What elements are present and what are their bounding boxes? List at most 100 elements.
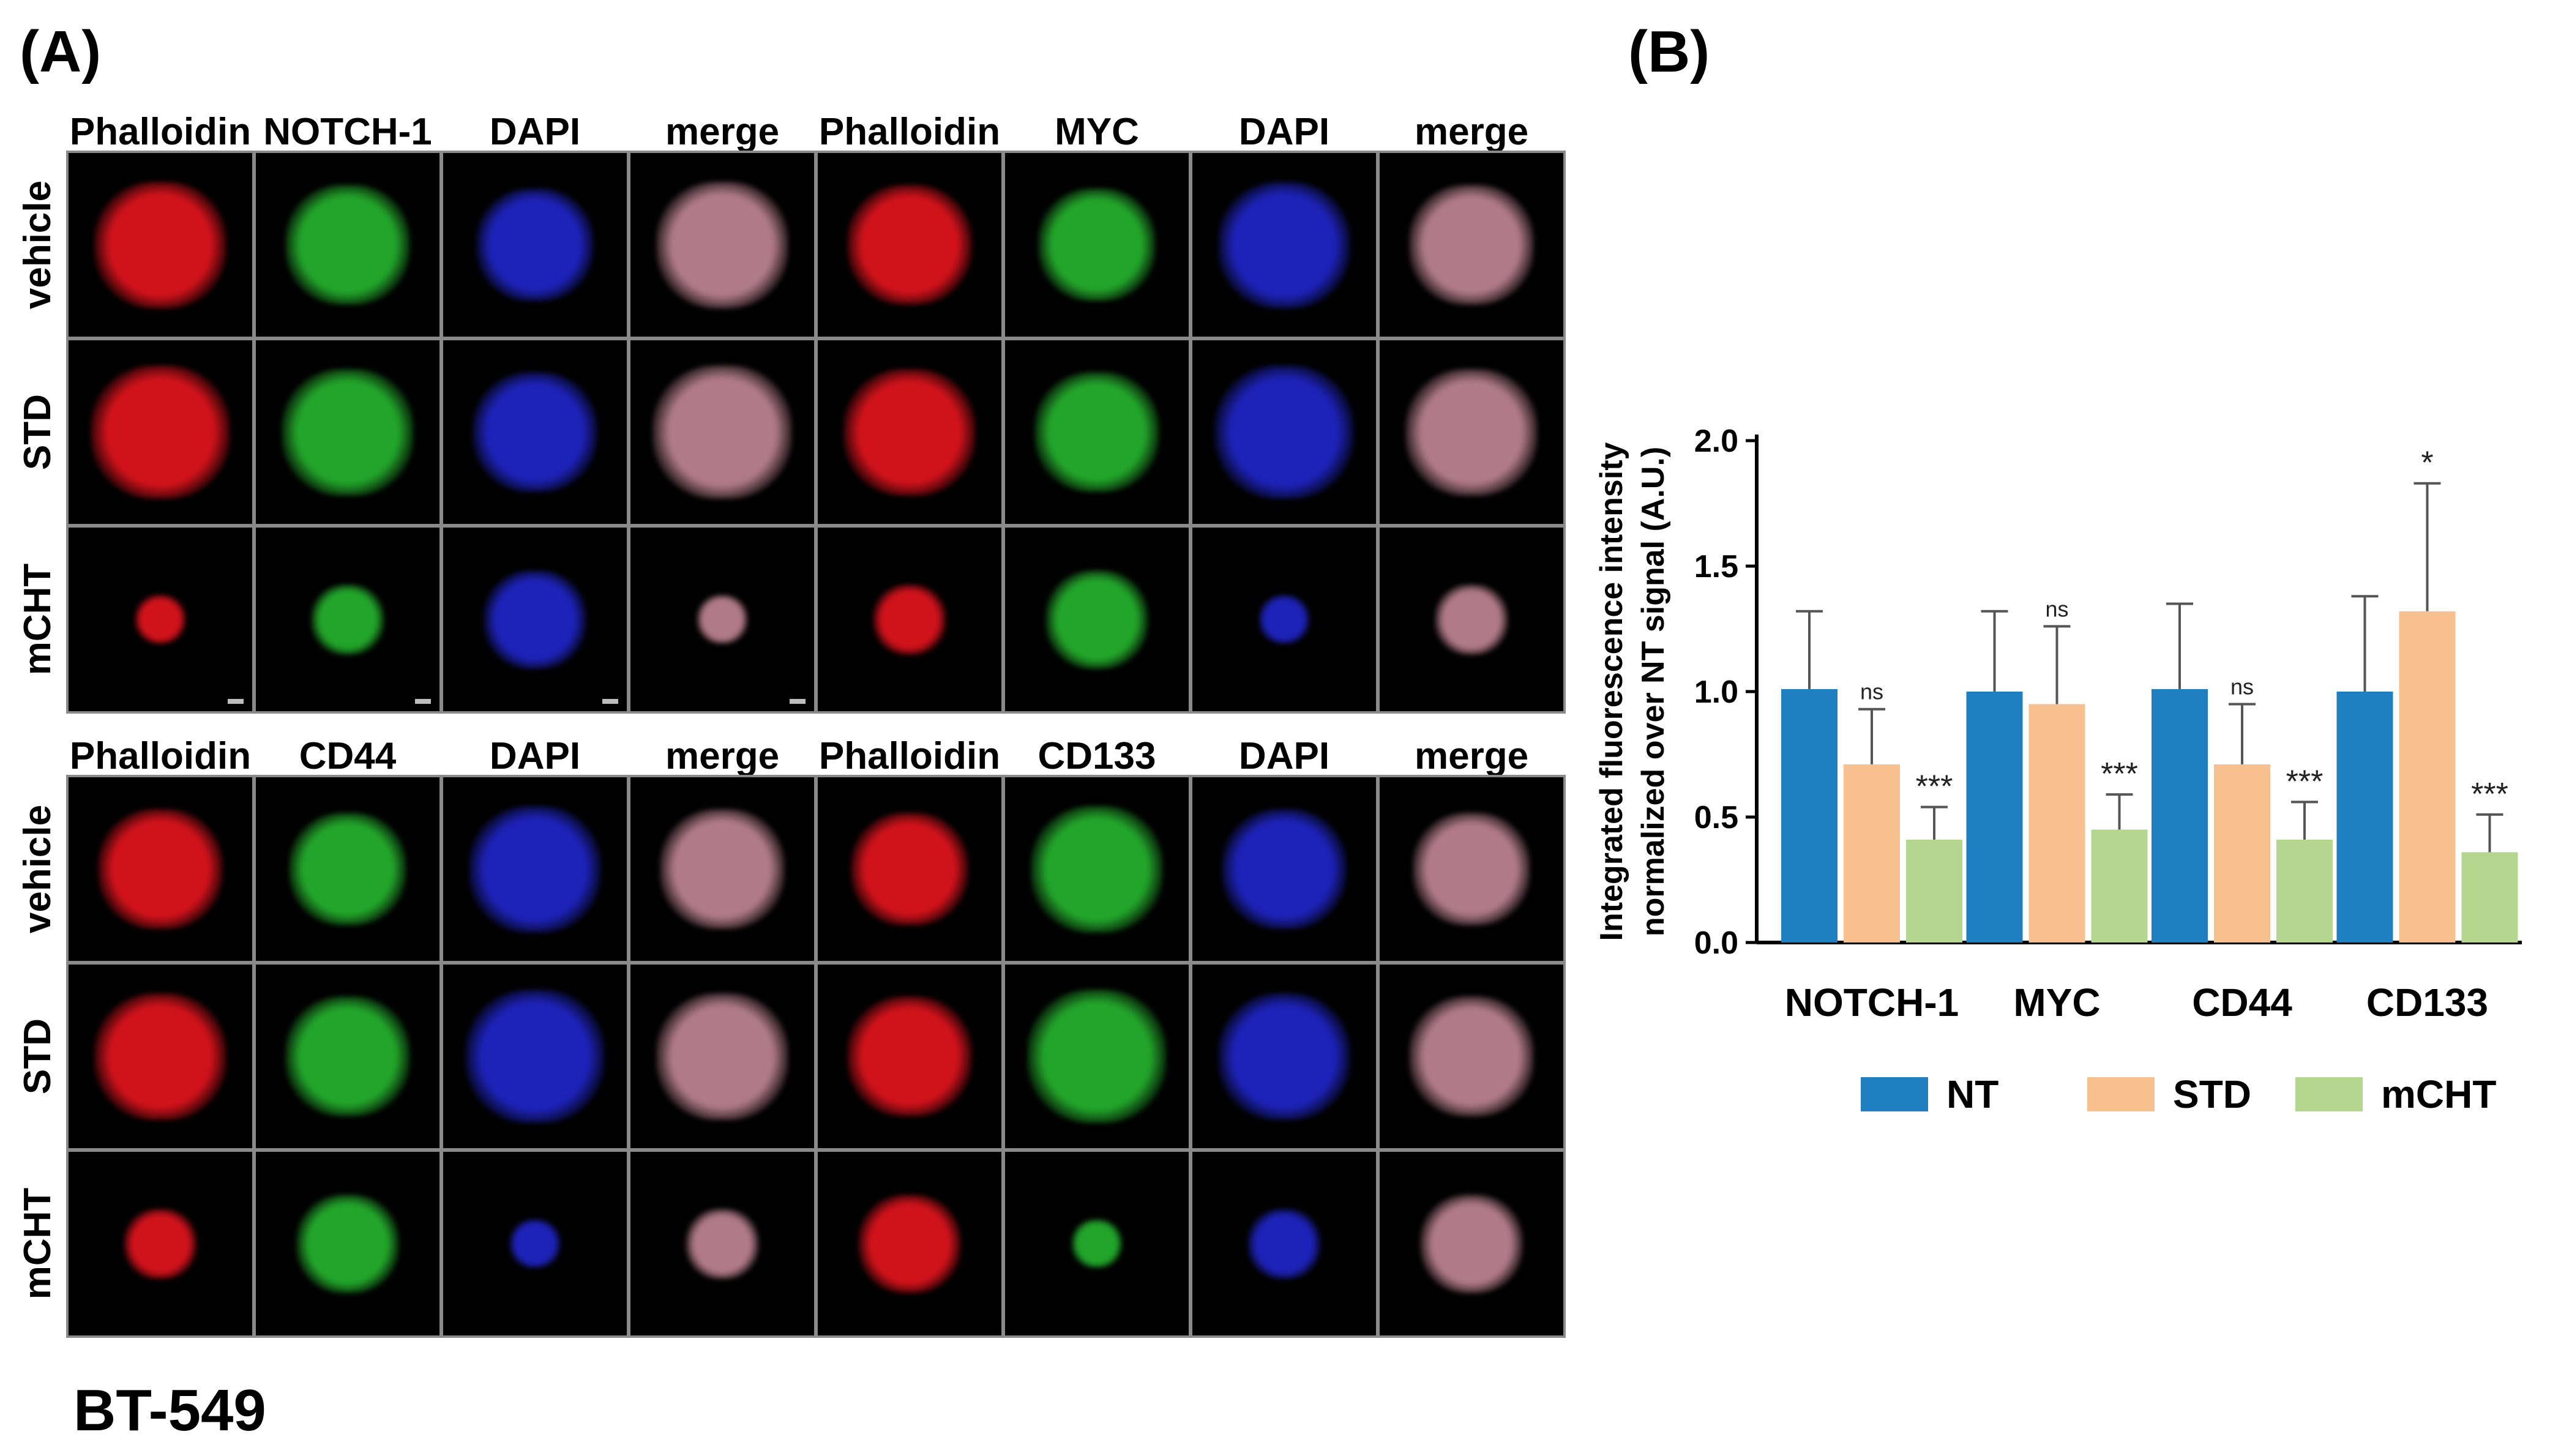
bar bbox=[2461, 852, 2518, 943]
bar bbox=[2336, 692, 2393, 943]
column-label: Phalloidin bbox=[818, 735, 1001, 777]
micrograph-tile bbox=[66, 151, 255, 339]
cell-cluster bbox=[660, 809, 785, 929]
micrograph-tile bbox=[1377, 338, 1566, 526]
micrograph-tile bbox=[66, 775, 255, 963]
micrograph-tile bbox=[1190, 1149, 1378, 1338]
cell-cluster bbox=[1218, 181, 1350, 308]
cell-cluster bbox=[94, 993, 226, 1120]
micrograph-tile bbox=[66, 1149, 255, 1338]
bar bbox=[1844, 764, 1900, 943]
micrograph-tile bbox=[253, 151, 442, 339]
row-label: STD bbox=[17, 1018, 59, 1094]
cell-cluster bbox=[858, 1194, 961, 1293]
cell-cluster bbox=[469, 805, 601, 933]
column-label: DAPI bbox=[1238, 735, 1330, 777]
cell-cluster bbox=[285, 185, 410, 305]
micrograph-tile bbox=[628, 338, 817, 526]
cell-cluster bbox=[1420, 1194, 1523, 1293]
micrograph-tile bbox=[1003, 338, 1191, 526]
bar bbox=[1906, 839, 1962, 943]
micrograph-tile bbox=[1003, 525, 1191, 714]
scale-bar bbox=[790, 699, 806, 704]
micrograph-tile bbox=[1003, 962, 1191, 1151]
y-tick-label: 1.5 bbox=[1694, 549, 1738, 584]
x-category-label: NOTCH-1 bbox=[1785, 980, 1959, 1025]
legend-swatch bbox=[2295, 1077, 2363, 1111]
micrograph-tile bbox=[1190, 525, 1378, 714]
cell-cluster bbox=[91, 365, 230, 499]
cell-cluster bbox=[851, 813, 968, 925]
y-axis-label: Integrated fluorescence intensity bbox=[1594, 442, 1629, 941]
y-tick-label: 0.5 bbox=[1694, 800, 1738, 835]
micrograph-tile bbox=[1190, 338, 1378, 526]
cell-cluster bbox=[509, 1219, 561, 1269]
cell-cluster bbox=[476, 189, 594, 301]
bar bbox=[2276, 839, 2333, 943]
column-label: MYC bbox=[1055, 111, 1139, 153]
cell-cluster bbox=[1435, 584, 1508, 655]
column-label: DAPI bbox=[489, 111, 581, 153]
micrograph-tile bbox=[1377, 1149, 1566, 1338]
column-label: merge bbox=[665, 735, 780, 777]
micrograph-tile bbox=[815, 525, 1004, 714]
column-label: CD133 bbox=[1037, 735, 1156, 777]
cell-cluster bbox=[686, 1208, 759, 1279]
cell-cluster bbox=[1045, 570, 1148, 669]
y-tick-label: 2.0 bbox=[1694, 424, 1738, 459]
cell-line-label: BT-549 bbox=[73, 1378, 266, 1443]
cell-cluster bbox=[656, 181, 788, 308]
micrograph-tile bbox=[1190, 775, 1378, 963]
row-label: vehicle bbox=[17, 804, 59, 934]
x-category-label: CD133 bbox=[2366, 980, 2488, 1025]
micrograph-tile bbox=[1003, 775, 1191, 963]
cell-cluster bbox=[1409, 996, 1534, 1116]
row-label: STD bbox=[17, 394, 59, 470]
significance-label: ns bbox=[2045, 596, 2068, 621]
cell-cluster bbox=[124, 1208, 197, 1279]
bar-chart: 0.0 0.5 1.0 1.5 2.0 Integrated fluorescence i… bbox=[1594, 424, 2522, 1116]
cell-cluster bbox=[98, 809, 223, 929]
cell-cluster bbox=[1258, 594, 1310, 644]
micrograph-tile bbox=[441, 151, 629, 339]
cell-cluster bbox=[1034, 372, 1159, 492]
bar bbox=[2091, 829, 2148, 943]
micrograph-tile bbox=[253, 1149, 442, 1338]
cell-cluster bbox=[484, 570, 586, 669]
micrograph-tile bbox=[1377, 525, 1566, 714]
micrograph-tile bbox=[1377, 151, 1566, 339]
x-category-label: MYC bbox=[2013, 980, 2100, 1025]
bar bbox=[1781, 689, 1838, 943]
micrograph-tile bbox=[628, 525, 817, 714]
micrograph-tile bbox=[1190, 151, 1378, 339]
cell-cluster bbox=[296, 1194, 399, 1293]
bar bbox=[2214, 764, 2270, 943]
micrograph-tile bbox=[815, 962, 1004, 1151]
cell-cluster bbox=[1214, 365, 1354, 499]
cell-cluster bbox=[465, 989, 605, 1124]
bar bbox=[2399, 611, 2456, 943]
micrograph-tile bbox=[628, 962, 817, 1151]
micrograph-tile bbox=[815, 775, 1004, 963]
cell-cluster bbox=[1071, 1219, 1123, 1269]
column-label: merge bbox=[1414, 735, 1529, 777]
cell-cluster bbox=[1409, 185, 1534, 305]
y-tick-label: 1.0 bbox=[1694, 674, 1738, 710]
x-category-label: CD44 bbox=[2192, 980, 2292, 1025]
column-label: merge bbox=[1414, 111, 1529, 153]
bar bbox=[2152, 689, 2208, 943]
y-tick-label: 0.0 bbox=[1694, 925, 1738, 961]
micrograph-tile bbox=[253, 962, 442, 1151]
column-label: Phalloidin bbox=[818, 111, 1001, 153]
micrograph-tile bbox=[628, 1149, 817, 1338]
micrograph-tile bbox=[253, 525, 442, 714]
scale-bar bbox=[602, 699, 618, 704]
significance-label: *** bbox=[2101, 756, 2138, 792]
cell-cluster bbox=[311, 584, 384, 655]
panel-a-label: (A) bbox=[20, 19, 102, 84]
micrograph-tile bbox=[66, 525, 255, 714]
cell-cluster bbox=[697, 594, 748, 644]
row-label: mCHT bbox=[17, 563, 59, 676]
micrograph-tile bbox=[66, 338, 255, 526]
legend-label: mCHT bbox=[2381, 1072, 2496, 1116]
